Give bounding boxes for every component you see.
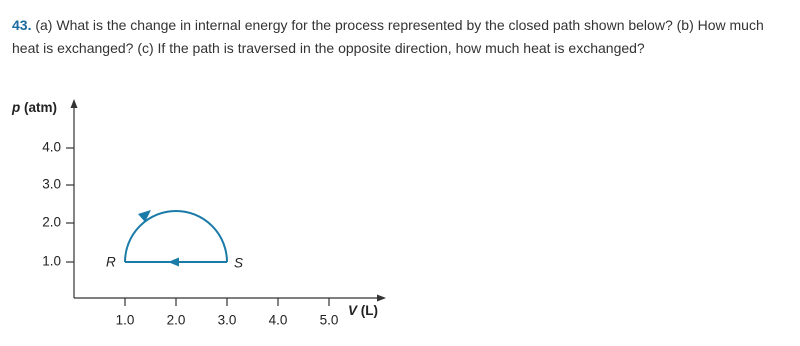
y-axis-label: p (atm) bbox=[11, 100, 57, 115]
y-symbol: p bbox=[11, 100, 20, 115]
x-arrow bbox=[377, 294, 386, 302]
x-symbol: V bbox=[348, 303, 358, 318]
arrow-left bbox=[168, 257, 179, 267]
y-arrow bbox=[70, 99, 78, 108]
x-axis-label: V (L) bbox=[348, 303, 378, 318]
y-tick-label: 4.0 bbox=[42, 140, 61, 155]
x-tick-label: 5.0 bbox=[320, 313, 339, 328]
closed-path bbox=[124, 210, 228, 263]
x-unit: (L) bbox=[361, 303, 378, 318]
problem: 43. (a) What is the change in internal e… bbox=[12, 14, 782, 60]
x-tick-label: 1.0 bbox=[116, 313, 135, 328]
problem-number: 43. bbox=[12, 17, 32, 33]
x-tick-label: 3.0 bbox=[218, 313, 237, 328]
arrow-up bbox=[138, 210, 151, 222]
x-tick-label: 4.0 bbox=[269, 313, 288, 328]
y-tick-label: 3.0 bbox=[42, 177, 61, 192]
y-tick-label: 1.0 bbox=[42, 254, 61, 269]
y-unit: (atm) bbox=[24, 100, 57, 115]
problem-text: (a) What is the change in internal energ… bbox=[12, 17, 764, 56]
y-tick-label: 2.0 bbox=[42, 215, 61, 230]
point-label: S bbox=[234, 256, 243, 271]
point-label: R bbox=[106, 255, 116, 270]
x-tick-label: 2.0 bbox=[167, 313, 186, 328]
